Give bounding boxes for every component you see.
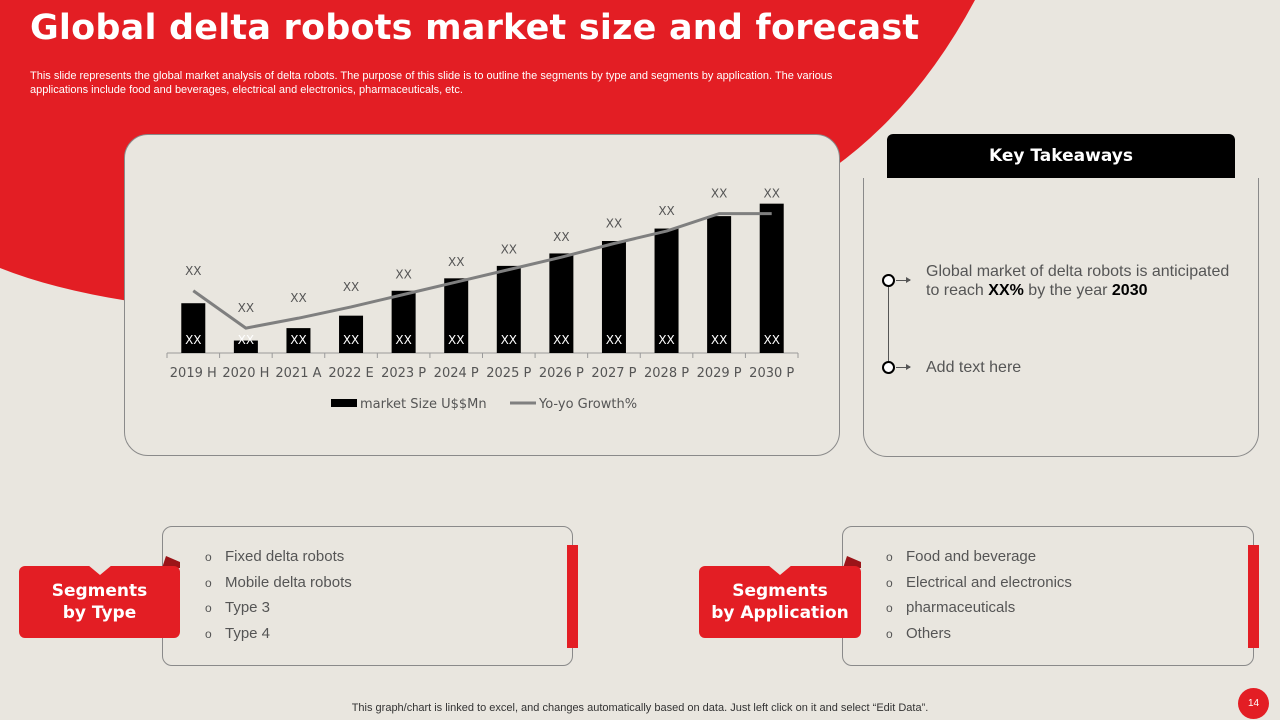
takeaway-text-mid: by the year bbox=[1023, 282, 1112, 299]
bar-data-label: XX bbox=[553, 333, 569, 347]
chart-bar bbox=[233, 340, 258, 353]
takeaway-connector-line bbox=[888, 280, 889, 367]
bar-data-label: XX bbox=[711, 333, 727, 347]
label-notch-shape bbox=[88, 565, 112, 575]
bar-data-label: XX bbox=[658, 333, 674, 347]
takeaway-item-2: Add text here bbox=[926, 359, 1022, 376]
x-tick-label: 2022 E bbox=[328, 366, 373, 381]
segments-application-label-line2: by Application bbox=[711, 603, 849, 623]
key-takeaways-header: Key Takeaways bbox=[887, 134, 1235, 178]
line-data-label: XX bbox=[395, 268, 411, 282]
line-data-label: XX bbox=[343, 280, 359, 294]
legend-bar-swatch bbox=[331, 399, 357, 407]
line-data-label: XX bbox=[711, 187, 727, 201]
chart-bar bbox=[444, 278, 469, 353]
line-data-label: XX bbox=[501, 243, 517, 257]
bar-data-label: XX bbox=[448, 333, 464, 347]
arrow-right-icon bbox=[896, 277, 911, 283]
line-data-label: XX bbox=[290, 291, 306, 305]
bar-data-label: XX bbox=[763, 333, 779, 347]
legend-label-market-size: market Size U$$Mn bbox=[360, 397, 487, 412]
footer-note: This graph/chart is linked to excel, and… bbox=[351, 702, 929, 714]
list-item: Food and beverage bbox=[886, 546, 1072, 572]
label-notch-shape bbox=[768, 565, 792, 575]
list-item: Others bbox=[886, 623, 1072, 649]
list-item: Type 4 bbox=[205, 623, 352, 649]
chart-bar bbox=[759, 203, 784, 353]
x-tick-label: 2028 P bbox=[644, 366, 689, 381]
bar-data-label: XX bbox=[185, 333, 201, 347]
takeaway-text: Global market of delta robots is anticip… bbox=[926, 263, 1230, 299]
chart-bar bbox=[181, 303, 206, 353]
list-item: Type 3 bbox=[205, 597, 352, 623]
chart-bar bbox=[391, 290, 416, 353]
line-data-label: XX bbox=[185, 264, 201, 278]
takeaway-highlight-percent: XX% bbox=[988, 282, 1024, 299]
segments-type-label-line2: by Type bbox=[62, 603, 137, 623]
chart-bar bbox=[601, 241, 626, 353]
bar-data-label: XX bbox=[395, 333, 411, 347]
key-takeaways-panel bbox=[863, 178, 1259, 457]
x-tick-label: 2030 P bbox=[749, 366, 794, 381]
line-data-label: XX bbox=[606, 216, 622, 230]
line-data-label: XX bbox=[763, 187, 779, 201]
bar-data-label: XX bbox=[343, 333, 359, 347]
page-subtitle: This slide represents the global market … bbox=[30, 70, 833, 96]
takeaway-bullet-icon bbox=[882, 361, 895, 374]
segments-type-label: Segments by Type bbox=[19, 566, 180, 638]
bar-data-label: XX bbox=[238, 333, 254, 347]
takeaway-item-1: Global market of delta robots is anticip… bbox=[926, 262, 1236, 300]
x-tick-label: 2021 A bbox=[275, 366, 321, 381]
line-data-label: XX bbox=[238, 301, 254, 315]
x-tick-label: 2029 P bbox=[697, 366, 742, 381]
segments-application-accent-bar bbox=[1248, 545, 1259, 648]
segments-type-list: Fixed delta robots Mobile delta robots T… bbox=[205, 546, 352, 649]
bar-data-label: XX bbox=[290, 333, 306, 347]
segments-type-accent-bar bbox=[567, 545, 578, 648]
list-item: Fixed delta robots bbox=[205, 546, 352, 572]
list-item: pharmaceuticals bbox=[886, 597, 1072, 623]
segments-application-label-line1: Segments bbox=[732, 581, 828, 601]
market-size-chart[interactable]: XX 2019 H XX 2020 H XX 2021 A XX 2022 E XX 2023 P… bbox=[125, 135, 841, 457]
segments-type-label-line1: Segments bbox=[51, 581, 148, 601]
x-tick-label: 2024 P bbox=[434, 366, 479, 381]
page-title: Global delta robots market size and fore… bbox=[30, 8, 920, 48]
page-number-badge: 14 bbox=[1238, 688, 1269, 719]
chart-bar bbox=[654, 228, 679, 353]
x-tick-label: 2019 H bbox=[170, 366, 217, 381]
line-data-label: XX bbox=[448, 255, 464, 269]
takeaway-bullet-icon bbox=[882, 274, 895, 287]
segments-application-list: Food and beverage Electrical and electro… bbox=[886, 546, 1072, 649]
x-tick-label: 2023 P bbox=[381, 366, 426, 381]
bar-data-label: XX bbox=[501, 333, 517, 347]
x-tick-label: 2026 P bbox=[539, 366, 584, 381]
segments-application-label: Segments by Application bbox=[699, 566, 861, 638]
legend-label-growth: Yo-yo Growth% bbox=[538, 397, 637, 412]
list-item: Electrical and electronics bbox=[886, 572, 1072, 598]
label-fold-shape bbox=[162, 556, 180, 568]
chart-bar bbox=[286, 328, 311, 353]
x-tick-label: 2025 P bbox=[486, 366, 531, 381]
chart-bar bbox=[339, 315, 364, 353]
line-data-label: XX bbox=[658, 204, 674, 218]
chart-bar bbox=[496, 265, 521, 353]
list-item: Mobile delta robots bbox=[205, 572, 352, 598]
chart-panel[interactable]: XX 2019 H XX 2020 H XX 2021 A XX 2022 E XX 2023 P… bbox=[124, 134, 840, 456]
line-data-label: XX bbox=[553, 230, 569, 244]
bar-data-label: XX bbox=[606, 333, 622, 347]
arrow-right-icon bbox=[896, 364, 911, 370]
x-tick-label: 2027 P bbox=[591, 366, 636, 381]
chart-bar bbox=[707, 216, 732, 353]
x-tick-label: 2020 H bbox=[222, 366, 269, 381]
growth-line-series bbox=[192, 212, 772, 330]
chart-bar bbox=[549, 253, 574, 353]
label-fold-shape bbox=[843, 556, 861, 568]
takeaway-highlight-year: 2030 bbox=[1111, 282, 1148, 299]
